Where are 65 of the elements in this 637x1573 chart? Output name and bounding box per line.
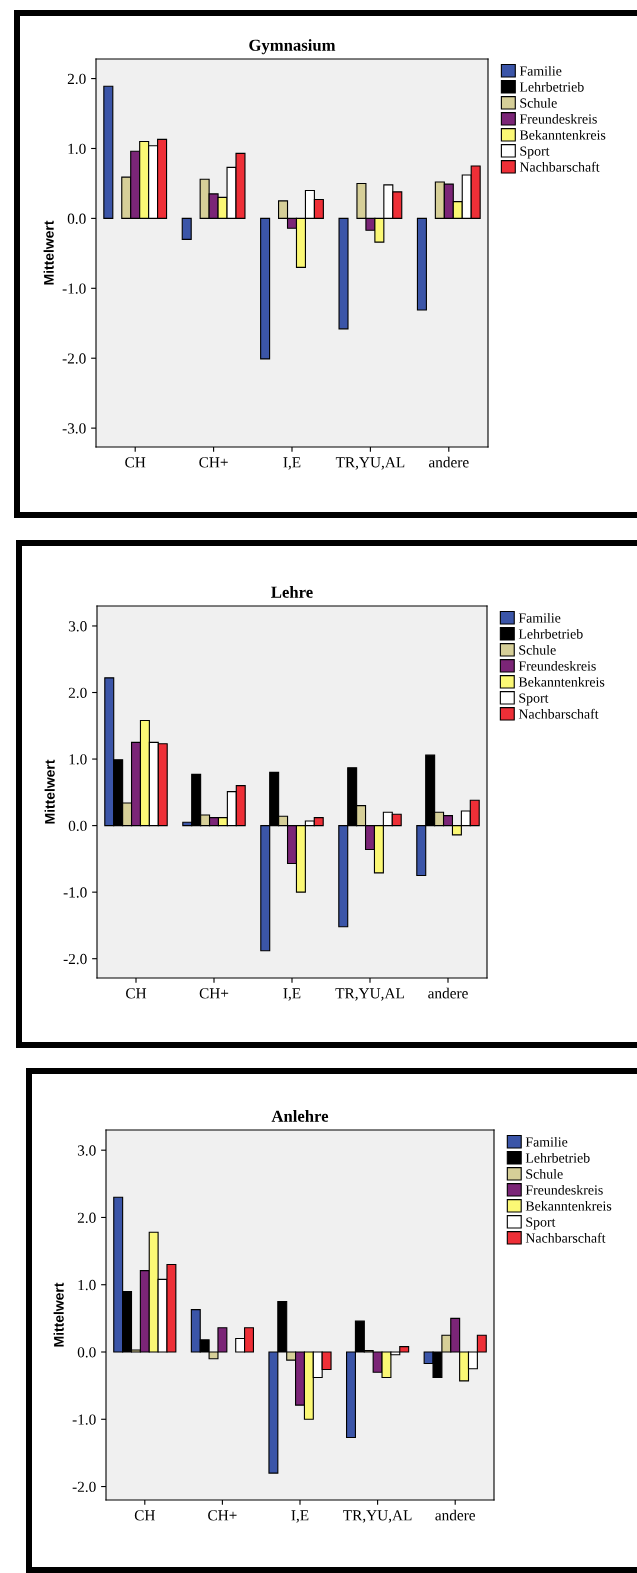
bar: [416, 217, 427, 311]
legend-label: Lehrbetrieb: [519, 81, 584, 92]
x-tick-label: andere: [435, 1509, 476, 1521]
y-tick-label: 3.0: [68, 621, 87, 632]
x-tick-label: andere: [428, 456, 469, 468]
legend-label: Nachbarschaft: [519, 161, 600, 172]
y-tick-label: -1.0: [72, 1414, 96, 1425]
legend-label: Freundeskreis: [525, 1184, 603, 1195]
bar: [260, 217, 271, 360]
x-tick-label: CH: [125, 457, 146, 468]
x-tick-label: TR,YU,AL: [335, 988, 404, 1001]
legend-label: Bekanntenkreis: [525, 1200, 612, 1211]
y-tick-label: -2.0: [62, 353, 86, 364]
legend-label: Freundeskreis: [519, 113, 597, 124]
legend-label: Sport: [520, 146, 550, 159]
y-axis-title: Mittelwert: [53, 1282, 64, 1347]
y-tick-label: 0.0: [68, 820, 87, 832]
y-tick-label: -1.0: [63, 887, 87, 898]
chart-title: Anlehre: [271, 1110, 329, 1122]
y-tick-label: 1.0: [69, 754, 87, 765]
x-tick-label: I,E: [283, 988, 301, 1001]
y-tick-label: -2.0: [72, 1481, 96, 1493]
legend-label: Lehrbetrieb: [525, 1152, 590, 1163]
x-tick-label: CH: [126, 988, 147, 999]
x-tick-label: TR,YU,AL: [335, 457, 405, 470]
y-axis-title: Mittelwert: [43, 220, 54, 285]
x-tick-label: I,E: [291, 1510, 309, 1523]
x-tick-label: andere: [428, 987, 468, 999]
bar: [103, 85, 114, 219]
bar: [181, 217, 192, 240]
legend-label: Nachbarschaft: [525, 1232, 606, 1243]
legend-label: Schule: [526, 1168, 563, 1179]
legend-label: Freundeskreis: [518, 660, 596, 671]
x-tick-label: TR,YU,AL: [343, 1510, 412, 1523]
x-tick-label: CH+: [208, 1510, 237, 1521]
y-tick-label: 2.0: [77, 1212, 96, 1223]
y-tick-label: 3.0: [77, 1145, 96, 1156]
y-tick-label: 0.0: [77, 1347, 96, 1358]
y-tick-label: 1.0: [68, 143, 86, 154]
legend-label: Nachbarschaft: [518, 708, 599, 719]
y-tick-label: 0.0: [67, 213, 86, 224]
legend-label: Familie: [518, 612, 561, 623]
chart-title: Lehre: [271, 586, 313, 598]
y-tick-label: 1.0: [78, 1279, 96, 1291]
legend-label: Schule: [519, 644, 556, 655]
y-tick-label: -1.0: [62, 283, 86, 294]
y-tick-label: 2.0: [67, 73, 86, 85]
x-tick-label: CH+: [199, 988, 229, 999]
chart-title: Gymnasium: [249, 39, 336, 55]
legend-label: Familie: [525, 1136, 568, 1147]
legend-label: Bekanntenkreis: [518, 676, 605, 687]
bar: [338, 217, 349, 330]
y-axis-title: Mittelwert: [44, 759, 55, 824]
x-tick-label: CH: [134, 1510, 155, 1521]
legend-label: Bekanntenkreis: [519, 129, 606, 140]
legend-label: Sport: [526, 1217, 556, 1230]
y-tick-label: -3.0: [62, 423, 86, 434]
x-tick-label: CH+: [199, 457, 228, 468]
x-tick-label: I,E: [283, 457, 301, 470]
y-tick-label: -2.0: [63, 953, 87, 965]
y-tick-label: 2.0: [68, 687, 87, 699]
legend-label: Lehrbetrieb: [518, 628, 583, 639]
legend-label: Familie: [519, 65, 562, 76]
legend-label: Schule: [520, 97, 557, 108]
legend-label: Sport: [519, 693, 549, 706]
